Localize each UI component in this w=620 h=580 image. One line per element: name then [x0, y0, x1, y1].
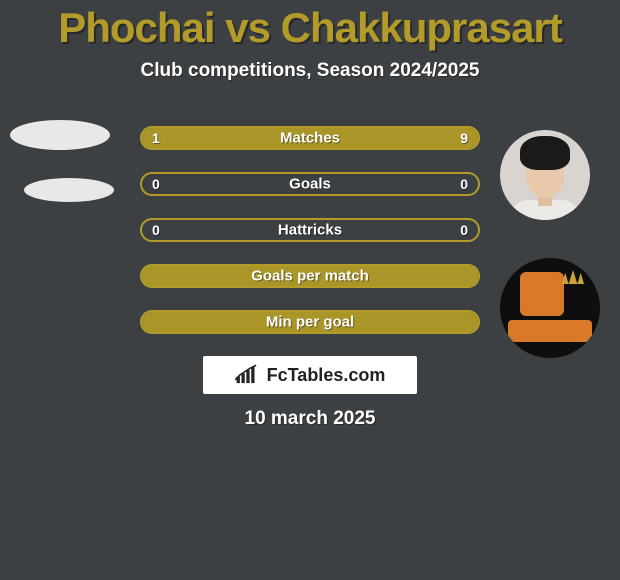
bar-chart-icon: [235, 364, 261, 386]
stat-value-right: 0: [460, 176, 468, 192]
stat-row-goals: 0 Goals 0: [140, 172, 480, 196]
date-text: 10 march 2025: [0, 408, 620, 430]
brand-box: FcTables.com: [203, 356, 417, 394]
player-right-avatar: [500, 130, 590, 220]
stat-row-matches: 1 Matches 9: [140, 126, 480, 150]
team-right-logo: [500, 258, 600, 358]
stat-label: Min per goal: [142, 314, 478, 331]
stat-label: Goals per match: [142, 268, 478, 285]
stat-row-hattricks: 0 Hattricks 0: [140, 218, 480, 242]
stat-row-min-per-goal: Min per goal: [140, 310, 480, 334]
stat-label: Goals: [142, 176, 478, 193]
stat-label: Matches: [142, 130, 478, 147]
stat-value-right: 9: [460, 130, 468, 146]
stats-bars: 1 Matches 9 0 Goals 0 0 Hattricks 0 Goal…: [140, 126, 480, 356]
team-left-logo: [24, 178, 114, 202]
page-subtitle: Club competitions, Season 2024/2025: [0, 60, 620, 82]
stat-row-goals-per-match: Goals per match: [140, 264, 480, 288]
stat-label: Hattricks: [142, 222, 478, 239]
player-left-avatar: [10, 120, 110, 150]
page-title: Phochai vs Chakkuprasart: [0, 0, 620, 52]
stat-value-right: 0: [460, 222, 468, 238]
brand-text: FcTables.com: [267, 365, 386, 386]
